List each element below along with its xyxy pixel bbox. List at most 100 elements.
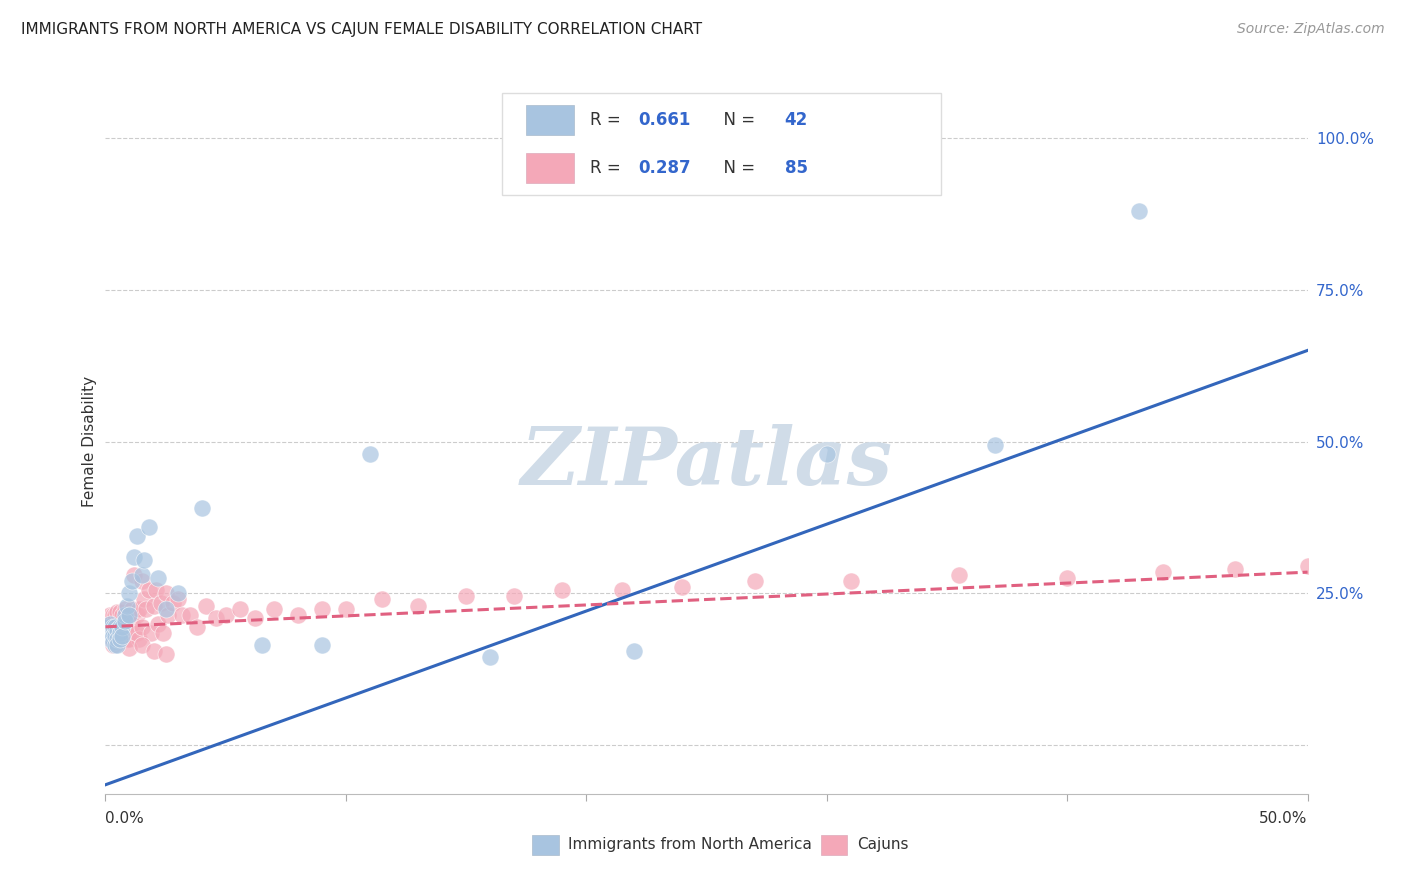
Point	[104, 632, 127, 646]
Point	[263, 601, 285, 615]
Text: 50.0%: 50.0%	[1260, 811, 1308, 826]
Point	[98, 632, 121, 646]
Text: N =: N =	[713, 112, 759, 129]
Point	[98, 629, 121, 643]
Point	[135, 601, 157, 615]
Point	[335, 601, 357, 615]
Point	[243, 610, 266, 624]
Point	[1152, 565, 1174, 579]
Point	[115, 614, 138, 628]
Point	[115, 632, 138, 646]
Point	[166, 586, 188, 600]
Point	[118, 607, 141, 622]
Point	[155, 601, 177, 615]
Point	[101, 635, 124, 649]
Point	[166, 592, 188, 607]
FancyBboxPatch shape	[533, 836, 558, 855]
Point	[98, 632, 121, 646]
Point	[815, 447, 838, 461]
Point	[108, 626, 131, 640]
Text: 0.661: 0.661	[638, 112, 690, 129]
Point	[1128, 203, 1150, 218]
Point	[107, 605, 129, 619]
Point	[97, 620, 120, 634]
Point	[311, 601, 333, 615]
Point	[138, 583, 160, 598]
Point	[114, 601, 136, 615]
Point	[142, 644, 165, 658]
Point	[121, 574, 143, 589]
Point	[108, 605, 131, 619]
Point	[104, 607, 127, 622]
Point	[111, 629, 134, 643]
Point	[671, 580, 693, 594]
Text: Immigrants from North America: Immigrants from North America	[568, 837, 813, 852]
Point	[1225, 562, 1247, 576]
FancyBboxPatch shape	[526, 105, 574, 135]
Point	[149, 595, 172, 609]
Point	[148, 616, 170, 631]
Point	[98, 616, 121, 631]
Text: N =: N =	[713, 159, 759, 178]
Point	[479, 650, 502, 665]
Point	[101, 638, 124, 652]
Point	[190, 501, 212, 516]
Point	[97, 620, 120, 634]
Point	[125, 607, 148, 622]
Point	[101, 607, 124, 622]
Point	[155, 586, 177, 600]
Point	[311, 638, 333, 652]
Point	[186, 620, 208, 634]
Point	[162, 595, 184, 609]
Point	[118, 623, 141, 637]
Point	[179, 607, 201, 622]
Point	[131, 620, 153, 634]
Point	[104, 620, 127, 634]
Point	[101, 620, 124, 634]
Point	[125, 626, 148, 640]
FancyBboxPatch shape	[821, 836, 848, 855]
Point	[121, 616, 143, 631]
Point	[97, 632, 120, 646]
Point	[107, 616, 129, 631]
Point	[371, 592, 394, 607]
FancyBboxPatch shape	[502, 93, 941, 194]
Point	[623, 644, 645, 658]
Point	[229, 601, 252, 615]
Point	[145, 583, 167, 598]
Point	[118, 641, 141, 656]
Point	[107, 623, 129, 637]
Point	[839, 574, 862, 589]
Point	[152, 626, 174, 640]
Point	[107, 632, 129, 646]
Point	[131, 574, 153, 589]
Point	[125, 529, 148, 543]
Point	[195, 599, 218, 613]
Point	[98, 607, 121, 622]
Point	[104, 632, 127, 646]
Point	[984, 437, 1007, 451]
Point	[111, 620, 134, 634]
Point	[111, 614, 134, 628]
Point	[172, 607, 194, 622]
Point	[104, 620, 127, 634]
Y-axis label: Female Disability: Female Disability	[82, 376, 97, 508]
FancyBboxPatch shape	[526, 153, 574, 183]
Point	[121, 601, 143, 615]
Text: 85: 85	[785, 159, 807, 178]
Text: R =: R =	[591, 112, 626, 129]
Point	[124, 549, 146, 564]
Point	[124, 568, 146, 582]
Point	[108, 620, 131, 634]
Point	[406, 599, 429, 613]
Point	[148, 571, 170, 585]
Point	[131, 638, 153, 652]
Point	[97, 626, 120, 640]
Point	[139, 626, 162, 640]
Point	[114, 607, 136, 622]
Text: R =: R =	[591, 159, 626, 178]
Text: ZIPatlas: ZIPatlas	[520, 424, 893, 501]
Text: Source: ZipAtlas.com: Source: ZipAtlas.com	[1237, 22, 1385, 37]
Point	[118, 586, 141, 600]
Point	[132, 592, 155, 607]
